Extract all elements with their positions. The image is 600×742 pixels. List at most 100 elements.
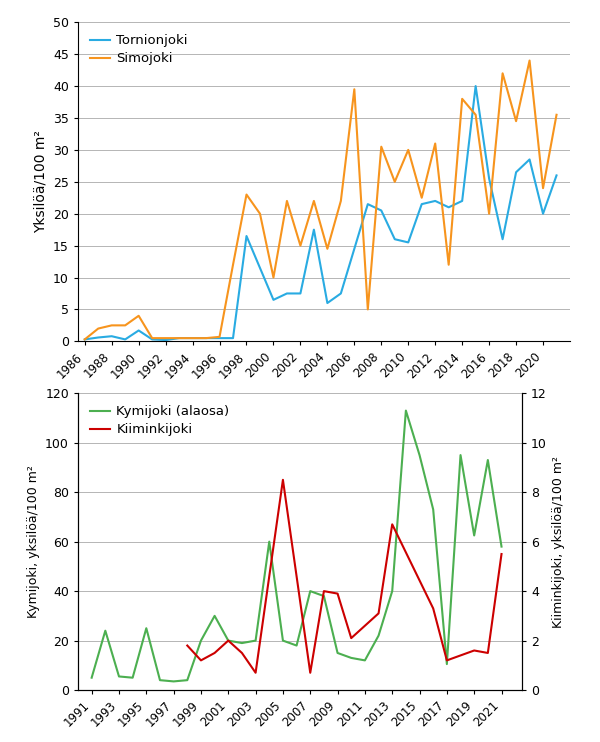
Line: Kymijoki (alaosa): Kymijoki (alaosa) [92,410,502,681]
Tornionjoki [391,234,398,243]
Kiiminkijoki [280,476,287,485]
Tornionjoki [216,334,223,343]
Kymijoki (alaosa) [307,587,314,596]
Kiiminkijoki [389,520,396,529]
Tornionjoki [499,234,506,243]
Kiiminkijoki [334,589,341,598]
Kymijoki (alaosa) [129,673,136,682]
Kymijoki (alaosa) [320,591,328,600]
Simojoki [122,321,129,329]
Legend: Kymijoki (alaosa), Kiiminkijoki: Kymijoki (alaosa), Kiiminkijoki [85,400,235,441]
Simojoki [445,260,452,269]
Kymijoki (alaosa) [88,673,95,682]
Kiiminkijoki [443,656,451,665]
Simojoki [283,197,290,206]
Kymijoki (alaosa) [361,656,368,665]
Kymijoki (alaosa) [280,636,287,645]
Kymijoki (alaosa) [266,537,273,546]
Kiiminkijoki [347,634,355,643]
Simojoki [512,116,520,125]
Tornionjoki [202,334,209,343]
Kiiminkijoki [252,669,259,677]
Tornionjoki [351,244,358,253]
Tornionjoki [539,209,547,218]
Kymijoki (alaosa) [252,636,259,645]
Simojoki [472,111,479,119]
Kiiminkijoki [307,669,314,677]
Tornionjoki [526,155,533,164]
Tornionjoki [310,226,317,234]
Kymijoki (alaosa) [334,649,341,657]
Kymijoki (alaosa) [224,636,232,645]
Tornionjoki [162,335,169,344]
Kymijoki (alaosa) [389,587,396,596]
Tornionjoki [472,82,479,91]
Y-axis label: Yksilöä/100 m²: Yksilöä/100 m² [34,131,47,233]
Kiiminkijoki [484,649,491,657]
Simojoki [81,335,88,344]
Simojoki [431,139,439,148]
Simojoki [364,305,371,314]
Simojoki [310,197,317,206]
Kymijoki (alaosa) [430,505,437,514]
Kiiminkijoki [197,656,205,665]
Simojoki [297,241,304,250]
Simojoki [95,324,102,333]
Kymijoki (alaosa) [211,611,218,620]
Y-axis label: Kymijoki, yksilöä/100 m²: Kymijoki, yksilöä/100 m² [26,465,40,618]
Kymijoki (alaosa) [293,641,300,650]
Kymijoki (alaosa) [347,654,355,663]
Y-axis label: Kiiminkijoki, yksilöä/100 m²: Kiiminkijoki, yksilöä/100 m² [553,456,565,628]
Kymijoki (alaosa) [402,406,409,415]
Simojoki [162,334,169,343]
Kiiminkijoki [470,646,478,655]
Simojoki [539,184,547,193]
Tornionjoki [458,197,466,206]
Simojoki [135,312,142,321]
Simojoki [391,177,398,186]
Simojoki [243,190,250,199]
Simojoki [189,334,196,343]
Kymijoki (alaosa) [416,450,423,459]
Tornionjoki [95,333,102,342]
Tornionjoki [377,206,385,215]
Simojoki [149,334,156,343]
Tornionjoki [337,289,344,298]
Tornionjoki [189,334,196,343]
Simojoki [202,334,209,343]
Simojoki [499,69,506,78]
Simojoki [337,197,344,206]
Simojoki [404,145,412,154]
Tornionjoki [324,298,331,307]
Simojoki [270,273,277,282]
Simojoki [229,260,236,269]
Kiiminkijoki [211,649,218,657]
Legend: Tornionjoki, Simojoki: Tornionjoki, Simojoki [85,29,193,70]
Kymijoki (alaosa) [170,677,177,686]
Kiiminkijoki [320,587,328,596]
Kymijoki (alaosa) [115,672,122,681]
Simojoki [553,111,560,119]
Kiiminkijoki [184,641,191,650]
Simojoki [108,321,115,329]
Line: Tornionjoki: Tornionjoki [85,86,557,340]
Tornionjoki [135,326,142,335]
Kymijoki (alaosa) [184,676,191,685]
Tornionjoki [149,335,156,344]
Tornionjoki [81,335,88,344]
Simojoki [377,142,385,151]
Kymijoki (alaosa) [238,639,245,648]
Tornionjoki [229,334,236,343]
Tornionjoki [122,335,129,344]
Kiiminkijoki [498,550,505,559]
Kymijoki (alaosa) [470,531,478,540]
Tornionjoki [553,171,560,180]
Simojoki [175,334,182,343]
Tornionjoki [445,203,452,211]
Tornionjoki [431,197,439,206]
Simojoki [324,244,331,253]
Tornionjoki [297,289,304,298]
Kymijoki (alaosa) [197,636,205,645]
Kymijoki (alaosa) [375,631,382,640]
Tornionjoki [243,232,250,240]
